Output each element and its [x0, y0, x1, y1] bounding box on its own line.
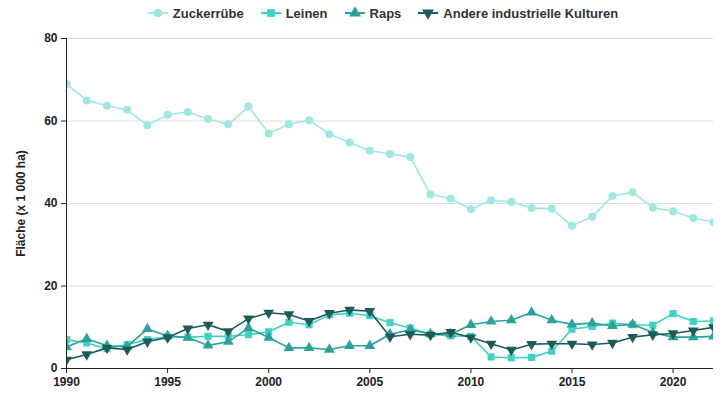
- svg-text:80: 80: [44, 31, 58, 45]
- svg-text:40: 40: [44, 196, 58, 210]
- svg-text:2020: 2020: [660, 375, 687, 389]
- svg-text:2000: 2000: [255, 375, 282, 389]
- svg-text:0: 0: [51, 361, 58, 375]
- svg-text:2005: 2005: [356, 375, 383, 389]
- svg-text:60: 60: [44, 114, 58, 128]
- svg-text:1995: 1995: [154, 375, 181, 389]
- svg-text:Fläche (x 1 000 ha): Fläche (x 1 000 ha): [14, 150, 28, 257]
- html-text:Leinen: Leinen: [285, 5, 328, 21]
- svg-text:2010: 2010: [458, 375, 485, 389]
- html-text:Zuckerrübe: Zuckerrübe: [172, 5, 244, 21]
- html-text:Andere industrielle Kulturen: Andere industrielle Kulturen: [443, 5, 619, 21]
- svg-text:20: 20: [44, 279, 58, 293]
- svg-text:1990: 1990: [53, 375, 80, 389]
- svg-text:2015: 2015: [559, 375, 586, 389]
- html-text:Raps: Raps: [369, 5, 402, 21]
